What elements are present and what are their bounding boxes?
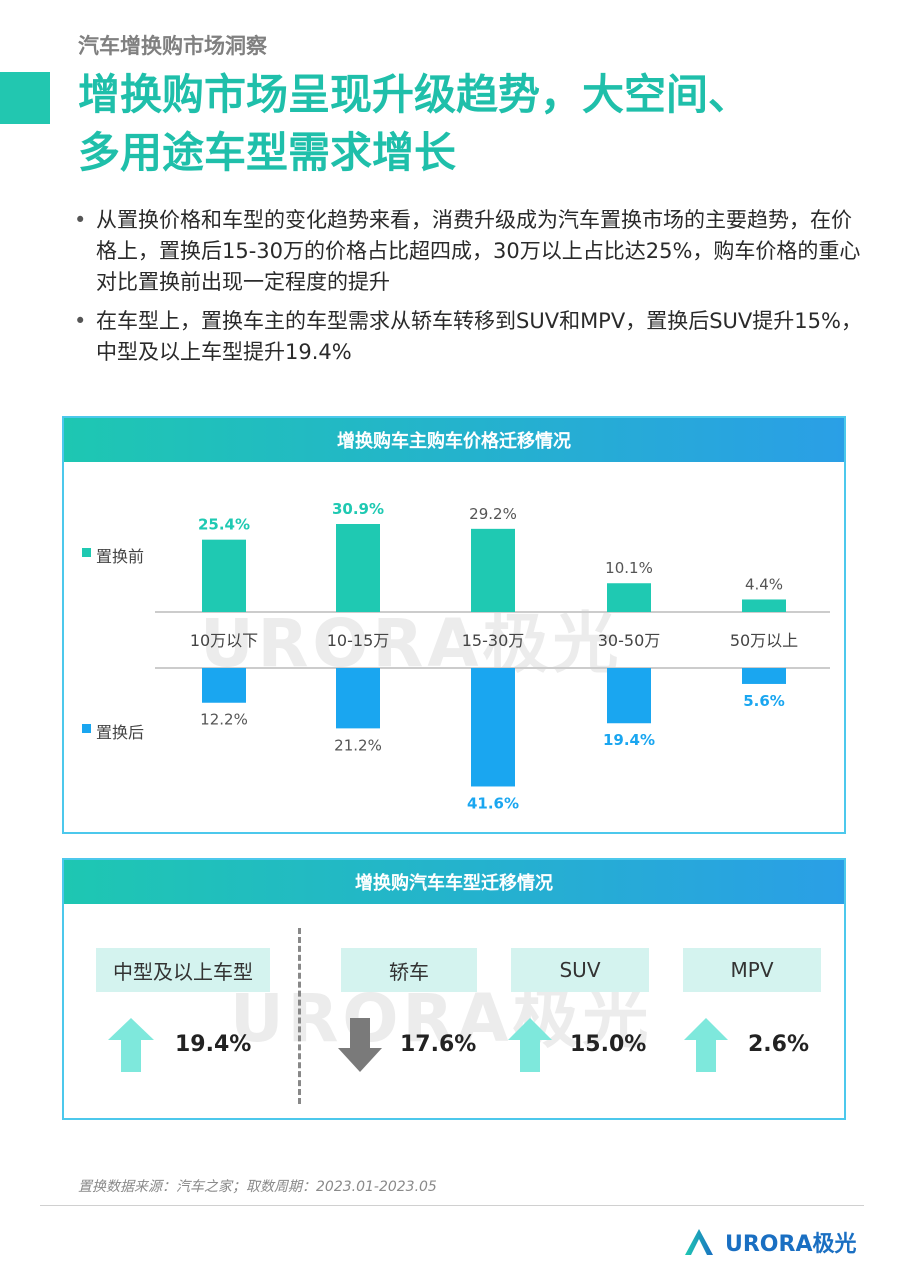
bar-after xyxy=(336,668,380,729)
brand-logo: URORA极光 xyxy=(683,1226,856,1258)
bullet-list: • 从置换价格和车型的变化趋势来看，消费升级成为汽车置换市场的主要趋势，在价格上，… xyxy=(72,205,872,376)
type-label-midsize: 中型及以上车型 xyxy=(96,948,270,992)
data-label-before: 10.1% xyxy=(605,559,653,577)
data-label-after: 41.6% xyxy=(467,794,519,812)
footer-divider xyxy=(40,1205,864,1206)
price-chart-title: 增换购车主购车价格迁移情况 xyxy=(64,418,844,462)
type-panel-title: 增换购汽车车型迁移情况 xyxy=(64,860,844,904)
panel-divider xyxy=(298,928,301,1104)
data-label-before: 4.4% xyxy=(745,575,783,593)
section-kicker: 汽车增换购市场洞察 xyxy=(78,34,267,58)
headline-line-2: 多用途车型需求增长 xyxy=(78,128,457,177)
legend-label-after: 置换后 xyxy=(96,723,144,742)
type-value-midsize: 19.4% xyxy=(175,1032,252,1057)
bar-before xyxy=(202,539,246,612)
bar-before xyxy=(607,583,651,612)
legend-label-before: 置换前 xyxy=(96,547,144,566)
data-source-note: 置换数据来源：汽车之家；取数周期：2023.01-2023.05 xyxy=(78,1179,437,1195)
down-arrow-icon xyxy=(338,1018,382,1072)
logo-text: URORA极光 xyxy=(725,1232,857,1257)
up-arrow-icon xyxy=(684,1018,728,1072)
category-label: 10万以下 xyxy=(190,631,258,650)
legend-swatch-after xyxy=(82,724,91,733)
aurora-logo-icon xyxy=(685,1229,713,1255)
headline-line-1: 增换购市场呈现升级趋势，大空间、 xyxy=(78,70,751,119)
bullet-text: 在车型上，置换车主的车型需求从轿车转移到SUV和MPV，置换后SUV提升15%，… xyxy=(96,309,862,364)
bullet-dot: • xyxy=(74,309,87,333)
bar-after xyxy=(202,668,246,703)
data-label-after: 21.2% xyxy=(334,736,382,754)
bar-before xyxy=(742,599,786,612)
data-label-after: 19.4% xyxy=(603,731,655,749)
type-value-suv: 15.0% xyxy=(570,1032,647,1057)
type-label-sedan: 轿车 xyxy=(341,948,477,992)
legend-swatch-before xyxy=(82,548,91,557)
accent-block xyxy=(0,72,50,124)
bar-before xyxy=(471,528,515,612)
bullet-item: • 在车型上，置换车主的车型需求从轿车转移到SUV和MPV，置换后SUV提升15%… xyxy=(72,306,872,368)
category-label: 50万以上 xyxy=(730,631,798,650)
data-label-after: 5.6% xyxy=(743,692,785,710)
data-label-before: 29.2% xyxy=(469,505,517,523)
type-label-mpv: MPV xyxy=(683,948,821,992)
data-label-before: 25.4% xyxy=(198,516,250,534)
bar-before xyxy=(336,524,380,612)
category-label: 30-50万 xyxy=(598,631,661,650)
data-label-before: 30.9% xyxy=(332,500,384,518)
price-chart-panel: 增换购车主购车价格迁移情况 xyxy=(62,416,846,834)
bar-after xyxy=(471,668,515,787)
category-label: 10-15万 xyxy=(327,631,390,650)
type-value-mpv: 2.6% xyxy=(748,1032,810,1057)
bar-after xyxy=(607,668,651,724)
type-label-suv: SUV xyxy=(511,948,649,992)
up-arrow-icon xyxy=(108,1018,154,1072)
bullet-text: 从置换价格和车型的变化趋势来看，消费升级成为汽车置换市场的主要趋势，在价格上，置… xyxy=(96,208,861,294)
bullet-item: • 从置换价格和车型的变化趋势来看，消费升级成为汽车置换市场的主要趋势，在价格上，… xyxy=(72,205,872,298)
headline: 增换购市场呈现升级趋势，大空间、 多用途车型需求增长 xyxy=(78,66,878,182)
type-value-sedan: 17.6% xyxy=(400,1032,477,1057)
bullet-dot: • xyxy=(74,208,87,232)
bar-after xyxy=(742,668,786,684)
category-label: 15-30万 xyxy=(462,631,525,650)
up-arrow-icon xyxy=(508,1018,552,1072)
data-label-after: 12.2% xyxy=(200,711,248,729)
